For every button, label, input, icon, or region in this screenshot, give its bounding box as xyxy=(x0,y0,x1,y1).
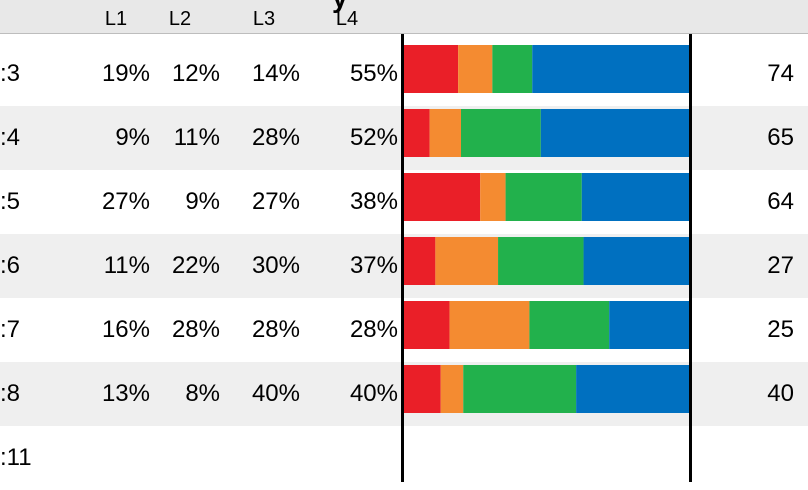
bar-segment-l4 xyxy=(576,365,689,413)
row-label: :7 xyxy=(0,316,21,343)
pct-l4: 40% xyxy=(349,380,398,407)
row-count: 74 xyxy=(767,60,794,87)
pct-l4: 38% xyxy=(349,188,398,215)
bar-segment-l1 xyxy=(404,237,436,285)
pct-l4: 55% xyxy=(349,60,398,87)
bar-segment-l4 xyxy=(583,237,689,285)
pct-l4: 37% xyxy=(349,252,398,279)
bar-segment-l2 xyxy=(429,109,461,157)
bar-area-left-border xyxy=(401,34,404,482)
pct-l4: 28% xyxy=(349,316,398,343)
title-fragment: y xyxy=(332,0,348,14)
bar-segment-l2 xyxy=(449,301,530,349)
bar-segment-l4 xyxy=(532,45,689,93)
table-row: :3 19% 12% 14% 55% 74 xyxy=(0,42,808,106)
table-row: :7 16% 28% 28% 28% 25 xyxy=(0,298,808,362)
bar-segment-l1 xyxy=(404,173,481,221)
table-row: :5 27% 9% 27% 38% 64 xyxy=(0,170,808,234)
bar-segment-l4 xyxy=(609,301,689,349)
pct-l3: 28% xyxy=(251,316,300,343)
pct-l1: 19% xyxy=(101,60,150,87)
table-row: :11 xyxy=(0,426,808,490)
bar-segment-l3 xyxy=(498,237,584,285)
bar-segment-l1 xyxy=(404,45,459,93)
bar-segment-l4 xyxy=(581,173,689,221)
column-header-l3: L3 xyxy=(252,8,276,30)
row-count: 25 xyxy=(767,316,794,343)
bar-segment-l2 xyxy=(435,237,499,285)
pct-l3: 28% xyxy=(251,124,300,151)
table-header: y L1 L2 L3 L4 xyxy=(0,0,808,34)
row-count: 27 xyxy=(767,252,794,279)
bar-segment-l3 xyxy=(505,173,582,221)
column-header-l1: L1 xyxy=(104,8,128,30)
row-label: :3 xyxy=(0,60,21,87)
pct-l2: 28% xyxy=(171,316,220,343)
pct-l1: 27% xyxy=(101,188,150,215)
bar-segment-l2 xyxy=(458,45,493,93)
pct-l3: 14% xyxy=(251,60,300,87)
bar-segment-l2 xyxy=(480,173,506,221)
bar-segment-l3 xyxy=(463,365,577,413)
row-label: :8 xyxy=(0,380,21,407)
bar-segment-l1 xyxy=(404,109,430,157)
bar-segment-l1 xyxy=(404,301,450,349)
pct-l2: 9% xyxy=(185,188,220,215)
pct-l2: 22% xyxy=(171,252,220,279)
bar-segment-l3 xyxy=(492,45,533,93)
pct-l1: 13% xyxy=(101,380,150,407)
pct-l3: 27% xyxy=(251,188,300,215)
row-label: :5 xyxy=(0,188,21,215)
row-count: 65 xyxy=(767,124,794,151)
pct-l3: 30% xyxy=(251,252,300,279)
bar-segment-l1 xyxy=(404,365,441,413)
row-label: :11 xyxy=(0,444,32,471)
bar-segment-l2 xyxy=(440,365,464,413)
bar-area-right-border xyxy=(689,34,692,482)
row-count: 40 xyxy=(767,380,794,407)
row-label: :6 xyxy=(0,252,21,279)
bar-segment-l3 xyxy=(461,109,541,157)
row-count: 64 xyxy=(767,188,794,215)
pct-l1: 11% xyxy=(103,252,150,279)
pct-l4: 52% xyxy=(349,124,398,151)
column-header-l4: L4 xyxy=(335,8,359,30)
column-header-l2: L2 xyxy=(168,8,192,30)
row-label: :4 xyxy=(0,124,21,151)
pct-l3: 40% xyxy=(251,380,300,407)
pct-l2: 12% xyxy=(171,60,220,87)
pct-l1: 9% xyxy=(115,124,150,151)
bar-segment-l3 xyxy=(529,301,610,349)
pct-l2: 11% xyxy=(173,124,220,151)
bar-segment-l4 xyxy=(540,109,689,157)
pct-l1: 16% xyxy=(101,316,150,343)
pct-l2: 8% xyxy=(185,380,220,407)
